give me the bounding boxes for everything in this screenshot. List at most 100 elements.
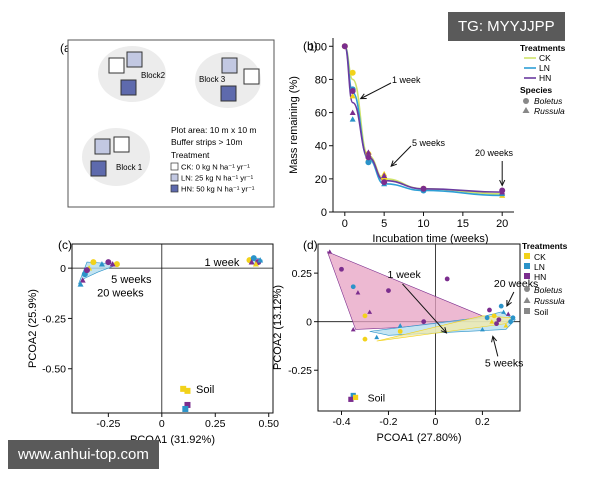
data-point-hn [184, 401, 191, 408]
plot-area-text: Plot area: 10 m x 10 m [171, 125, 257, 135]
data-point-ln [182, 405, 189, 412]
x-tick-label: 20 [496, 218, 508, 230]
legend-label-russula: Russula [534, 296, 565, 306]
legend-label-ln: LN [539, 63, 550, 73]
data-point-hn [339, 266, 344, 272]
legend-swatch-hn [524, 273, 530, 279]
arrow-1-week-shaft [402, 283, 447, 334]
block3-hn-square [220, 85, 237, 102]
arrow-1-week-shaft [360, 82, 392, 100]
data-point-ck [491, 313, 497, 319]
arrow-20-weeks-shaft [506, 291, 515, 307]
y-tick-label: 20 [315, 174, 327, 186]
arrow-20-weeks [506, 291, 515, 308]
data-point-ck [252, 261, 259, 267]
data-point-ln [501, 309, 506, 314]
block3-ln-square [221, 57, 238, 74]
arrow-5-weeks [390, 145, 412, 168]
y-tick-label: 0.25 [292, 268, 313, 280]
y-tick-label: -0.50 [42, 364, 66, 376]
legend-marker-russula [523, 297, 531, 303]
data-point-hn [365, 154, 372, 161]
legend-label-boletus: Boletus [534, 96, 563, 106]
data-point-hn [499, 189, 506, 195]
x-tick-label: 0 [159, 418, 165, 430]
data-point-ln [365, 159, 372, 166]
legend-ck: CK: 0 kg N ha⁻¹ yr⁻¹ [181, 163, 250, 172]
y-tick-label: -0.25 [42, 313, 66, 325]
arrow-1-week [402, 283, 448, 334]
legend-label-russula: Russula [534, 106, 565, 116]
arrow-1-week [359, 82, 392, 100]
legend-swatch-ln [524, 263, 530, 269]
y-tick-label: -0.25 [288, 365, 312, 377]
legend-swatch-ck [524, 253, 530, 259]
data-point-hn [349, 88, 356, 95]
data-point-hn [381, 179, 388, 186]
data-point-hn [496, 317, 502, 323]
data-point-hn [444, 276, 450, 282]
block2-label: Block2 [141, 71, 166, 80]
legend-species-title: Species [520, 85, 552, 95]
data-point-hn [350, 327, 356, 332]
treatment-title: Treatment [171, 150, 210, 160]
legend-marker-boletus [523, 98, 529, 104]
arrow-20-weeks-head [499, 179, 506, 187]
x-axis-label: PCOA1 (27.80%) [377, 432, 462, 444]
block2-hn-square [120, 79, 137, 96]
y-tick-label: 0 [306, 317, 312, 329]
annotation-1-week: 1 week [392, 75, 421, 85]
data-point-hn [349, 109, 356, 115]
legend-label-hn: HN [539, 73, 551, 83]
y-tick-label: 40 [315, 141, 327, 153]
y-tick-label: 0 [321, 207, 327, 219]
x-axis-label: Incubation time (weeks) [372, 233, 488, 245]
block1-label: Block 1 [116, 163, 143, 172]
y-axis-label: PCOA2 (25.9%) [27, 289, 39, 368]
y-tick-label: 0 [60, 263, 66, 275]
data-point-ln [257, 257, 264, 263]
legend-label-ck: CK [539, 53, 551, 63]
legend-marker-soil [524, 308, 530, 314]
hull-hn [326, 251, 488, 330]
top-watermark: TG: MYYJJPP [448, 12, 565, 41]
x-tick-label: 0 [342, 218, 348, 230]
panel-b-tag: (b) [303, 39, 318, 53]
legend-marker-russula [522, 107, 530, 113]
legend-label-ck: CK [534, 252, 546, 262]
data-point-hn [327, 249, 333, 254]
data-point-ck [349, 69, 356, 76]
data-point-ck [489, 319, 495, 324]
x-tick-label: 0.50 [259, 418, 280, 430]
data-point-hn [109, 261, 116, 267]
annotation-20-weeks: 20 weeks [494, 278, 538, 290]
data-point-ck [113, 261, 120, 268]
series-line-ck [344, 45, 503, 195]
data-point-ck [397, 328, 403, 334]
data-point-ck [362, 313, 368, 319]
data-point-hn [79, 277, 86, 283]
legend-label-ln: LN [534, 262, 545, 272]
legend-label-hn: HN [534, 272, 546, 282]
data-point-ck [180, 385, 187, 392]
arrow-5-weeks-head [390, 160, 397, 168]
x-tick-label: -0.25 [96, 418, 120, 430]
panel-b-chart: (b) 0 20 40 60 80 100 0 5 10 15 20 Incubation time (… [288, 38, 566, 245]
data-point-hn [365, 149, 372, 155]
x-tick-label: 0 [433, 416, 439, 428]
data-point-hn [348, 396, 354, 402]
block1-ln-square [94, 138, 111, 155]
data-point-ln [397, 323, 403, 328]
panel-c-frame [71, 243, 274, 414]
block3-ck-square [243, 68, 260, 85]
data-point-hn [386, 288, 391, 294]
data-point-ln [498, 303, 504, 309]
legend-swatch-ck [170, 162, 179, 171]
annotation-5-weeks: 5 weeks [485, 357, 524, 369]
block1-ck-square [113, 136, 130, 153]
data-point-hn [105, 259, 112, 266]
block3-plot [195, 52, 261, 108]
data-point-ln [480, 327, 485, 332]
